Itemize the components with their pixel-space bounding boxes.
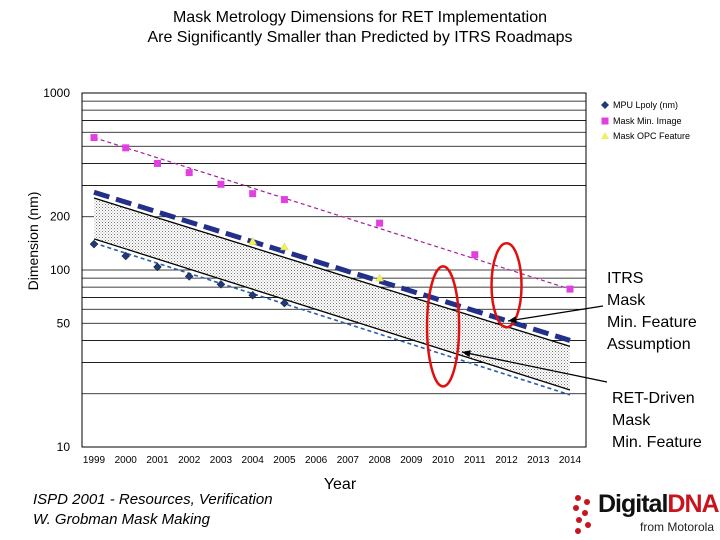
x-tick-label: 2011 [464, 455, 486, 466]
itrs-annotation-line: ITRS [607, 270, 644, 287]
itrs-annotation-line: Mask [607, 292, 646, 309]
legend-marker [601, 132, 609, 139]
dna-helix-icon [573, 495, 591, 534]
itrs-arrow-head [508, 316, 517, 324]
x-tick-label: 2014 [559, 455, 582, 466]
itrs-annotation-line: Min. Feature [607, 314, 697, 331]
footer-line-1: ISPD 2001 - Resources, Verification [33, 491, 273, 508]
x-tick-label: 1999 [83, 455, 106, 466]
mpu-lpoly-point [216, 279, 226, 289]
legend-label: Mask Min. Image [613, 116, 682, 126]
highlight-ellipse-2010 [425, 265, 461, 388]
ret-annotation-line: Min. Feature [612, 434, 702, 451]
mpu-lpoly-point [121, 251, 131, 261]
brand-name-b: DNA [667, 490, 719, 518]
legend-marker [601, 117, 609, 125]
x-tick-label: 2009 [400, 455, 423, 466]
brand-name-a: Digital [598, 490, 668, 518]
y-tick-label: 200 [50, 210, 70, 224]
x-tick-label: 2000 [115, 455, 138, 466]
y-tick-label: 10 [57, 440, 71, 454]
x-tick-label: 2004 [242, 455, 265, 466]
y-tick-label: 50 [57, 316, 71, 330]
title-line-2: Are Significantly Smaller than Predicted… [147, 29, 573, 46]
mask-min-image-point [376, 219, 384, 227]
footer-line-2: W. Grobman Mask Making [33, 511, 210, 528]
x-tick-label: 2012 [495, 455, 518, 466]
x-tick-label: 2001 [146, 455, 169, 466]
mask-min-image-point [280, 196, 288, 204]
x-tick-label: 2002 [178, 455, 201, 466]
ret-annotation-line: RET-Driven [612, 390, 695, 407]
brand-subtitle: from Motorola [640, 520, 715, 534]
y-axis-label: Dimension (nm) [25, 191, 41, 291]
mpu-lpoly-point [89, 239, 99, 249]
itrs-annotation-line: Assumption [607, 336, 691, 353]
legend-label: MPU Lpoly (nm) [613, 100, 678, 110]
x-tick-label: 2003 [210, 455, 233, 466]
mpu-lpoly-point [280, 298, 289, 308]
x-tick-label: 2013 [527, 455, 550, 466]
x-tick-label: 2010 [432, 455, 455, 466]
mask-min-image-point [153, 159, 161, 167]
ret-arrow-head [462, 350, 471, 358]
mask-opc-feature-point [279, 242, 289, 251]
ret-annotation: RET-Driven Mask Min. Feature [612, 388, 702, 454]
highlight-ellipse-2012 [490, 242, 523, 329]
itrs-band [94, 198, 570, 390]
y-tick-label: 100 [50, 263, 70, 277]
ret-arrow [461, 351, 608, 383]
x-axis-label: Year [323, 476, 357, 493]
mask-min-image-point [90, 134, 98, 142]
title-line-1: Mask Metrology Dimensions for RET Implem… [172, 9, 548, 26]
band-upper-line [93, 197, 571, 348]
mask-min-image-point [471, 251, 479, 259]
mask-min-image-point [566, 285, 574, 293]
ret-annotation-line: Mask [612, 412, 651, 429]
y-tick-label: 1000 [43, 86, 70, 100]
mpu-lpoly-point [153, 262, 162, 272]
x-tick-label: 2007 [337, 455, 360, 466]
x-tick-label: 2005 [273, 455, 296, 466]
mask-min-image-point [122, 144, 130, 152]
ret-trend-line [93, 242, 571, 396]
band-lower-line [93, 238, 571, 391]
legend-label: Mask OPC Feature [613, 131, 690, 141]
mpu-lpoly-point [248, 290, 258, 300]
x-tick-label: 2006 [305, 455, 328, 466]
digitaldna-logo: DigitalDNA from Motorola [570, 490, 720, 540]
mask-opc-feature-point [248, 236, 258, 245]
mask-min-image-point [185, 169, 193, 177]
itrs-arrow [507, 305, 604, 322]
mask-min-image-point [249, 190, 257, 198]
mask-min-image-point [217, 180, 225, 188]
legend-marker [601, 101, 609, 109]
x-tick-label: 2008 [368, 455, 391, 466]
mpu-lpoly-point [184, 272, 194, 281]
mask-min-image-trend-line [93, 136, 571, 290]
itrs-annotation: ITRS Mask Min. Feature Assumption [607, 268, 697, 356]
mask-opc-feature-point [375, 273, 385, 282]
brand-name: DigitalDNA [598, 490, 720, 519]
itrs-trend-line [93, 189, 571, 343]
